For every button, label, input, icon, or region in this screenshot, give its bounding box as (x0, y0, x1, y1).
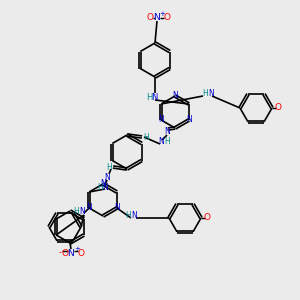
Text: N: N (164, 128, 170, 136)
Text: H: H (146, 92, 152, 101)
Text: N: N (158, 116, 164, 124)
Text: +: + (159, 11, 165, 17)
Text: N: N (114, 203, 120, 212)
Text: N: N (208, 89, 214, 98)
Text: N: N (100, 179, 106, 188)
Text: N: N (102, 182, 108, 191)
Text: N: N (79, 206, 85, 215)
Text: N: N (172, 92, 178, 100)
Text: N: N (151, 92, 157, 101)
Text: O: O (274, 103, 281, 112)
Text: O: O (61, 248, 68, 257)
Text: H: H (106, 163, 112, 172)
Text: N: N (154, 14, 160, 22)
Text: O: O (77, 248, 85, 257)
Text: N: N (158, 137, 164, 146)
Text: O: O (146, 14, 154, 22)
Text: H: H (143, 133, 149, 142)
Text: O: O (164, 14, 170, 22)
Text: O: O (203, 214, 211, 223)
Text: N: N (86, 203, 92, 212)
Text: H: H (73, 206, 79, 215)
Text: +: + (74, 246, 80, 252)
Text: H: H (202, 89, 208, 98)
Text: N: N (186, 116, 192, 124)
Text: H: H (164, 137, 170, 146)
Text: H: H (97, 182, 103, 191)
Text: H: H (125, 212, 131, 220)
Text: -: - (58, 248, 61, 257)
Text: N: N (68, 248, 74, 257)
Text: N: N (104, 172, 110, 182)
Text: N: N (131, 212, 137, 220)
